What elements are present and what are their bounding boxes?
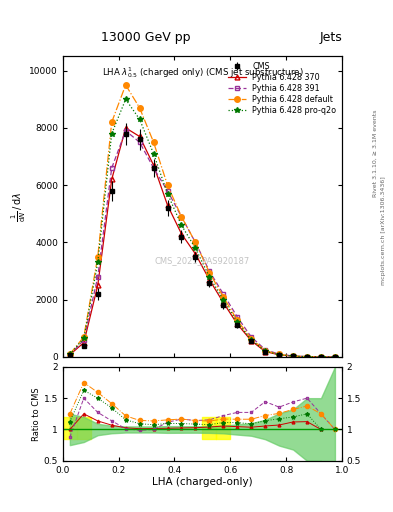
Pythia 6.428 370 <box>151 162 156 168</box>
Pythia 6.428 pro-q2o <box>81 335 86 342</box>
Pythia 6.428 370 <box>137 134 142 140</box>
Pythia 6.428 default <box>81 334 86 340</box>
Pythia 6.428 391 <box>179 214 184 220</box>
Text: LHA $\lambda^{1}_{0.5}$ (charged only) (CMS jet substructure): LHA $\lambda^{1}_{0.5}$ (charged only) (… <box>102 66 303 80</box>
Pythia 6.428 391 <box>305 354 309 360</box>
Pythia 6.428 370 <box>319 354 323 360</box>
Pythia 6.428 default <box>137 105 142 111</box>
Pythia 6.428 default <box>95 253 100 260</box>
Pythia 6.428 370 <box>291 353 296 359</box>
Pythia 6.428 pro-q2o <box>291 353 296 359</box>
Pythia 6.428 391 <box>137 139 142 145</box>
Legend: CMS, Pythia 6.428 370, Pythia 6.428 391, Pythia 6.428 default, Pythia 6.428 pro-: CMS, Pythia 6.428 370, Pythia 6.428 391,… <box>226 60 338 117</box>
Pythia 6.428 391 <box>249 334 253 340</box>
Pythia 6.428 pro-q2o <box>179 222 184 228</box>
Pythia 6.428 pro-q2o <box>68 351 72 357</box>
Pythia 6.428 370 <box>332 354 337 360</box>
Pythia 6.428 default <box>151 139 156 145</box>
Pythia 6.428 370 <box>305 354 309 360</box>
Pythia 6.428 default <box>179 214 184 220</box>
Pythia 6.428 370 <box>81 339 86 346</box>
Pythia 6.428 370 <box>249 337 253 344</box>
Pythia 6.428 default <box>193 240 198 246</box>
Pythia 6.428 391 <box>291 353 296 359</box>
Pythia 6.428 391 <box>277 351 281 357</box>
Pythia 6.428 370 <box>193 251 198 257</box>
Pythia 6.428 391 <box>319 354 323 360</box>
Pythia 6.428 pro-q2o <box>332 354 337 360</box>
X-axis label: LHA (charged-only): LHA (charged-only) <box>152 477 253 487</box>
Pythia 6.428 default <box>109 119 114 125</box>
Pythia 6.428 default <box>165 182 170 188</box>
Pythia 6.428 default <box>235 317 240 324</box>
Pythia 6.428 370 <box>68 352 72 358</box>
Pythia 6.428 default <box>291 353 296 359</box>
Pythia 6.428 391 <box>109 165 114 171</box>
Pythia 6.428 pro-q2o <box>193 245 198 251</box>
Pythia 6.428 391 <box>332 354 337 360</box>
Pythia 6.428 370 <box>221 300 226 306</box>
Pythia 6.428 default <box>68 351 72 357</box>
Line: Pythia 6.428 370: Pythia 6.428 370 <box>68 125 337 359</box>
Pythia 6.428 391 <box>207 268 212 274</box>
Line: Pythia 6.428 default: Pythia 6.428 default <box>67 82 338 360</box>
Pythia 6.428 391 <box>123 127 128 134</box>
Pythia 6.428 pro-q2o <box>95 260 100 266</box>
Pythia 6.428 370 <box>207 276 212 283</box>
Pythia 6.428 default <box>319 354 323 360</box>
Text: 13000 GeV pp: 13000 GeV pp <box>101 31 190 44</box>
Line: Pythia 6.428 pro-q2o: Pythia 6.428 pro-q2o <box>67 96 338 360</box>
Pythia 6.428 370 <box>165 202 170 208</box>
Pythia 6.428 pro-q2o <box>277 352 281 358</box>
Pythia 6.428 pro-q2o <box>123 96 128 102</box>
Pythia 6.428 391 <box>263 347 268 353</box>
Pythia 6.428 pro-q2o <box>137 116 142 122</box>
Pythia 6.428 370 <box>277 352 281 358</box>
Pythia 6.428 370 <box>109 176 114 182</box>
Pythia 6.428 370 <box>179 231 184 237</box>
Pythia 6.428 default <box>123 82 128 88</box>
Pythia 6.428 default <box>249 335 253 342</box>
Text: Jets: Jets <box>319 31 342 44</box>
Text: mcplots.cern.ch [arXiv:1306.3436]: mcplots.cern.ch [arXiv:1306.3436] <box>381 176 386 285</box>
Pythia 6.428 default <box>263 348 268 354</box>
Pythia 6.428 default <box>221 294 226 300</box>
Pythia 6.428 pro-q2o <box>221 296 226 303</box>
Pythia 6.428 370 <box>263 349 268 355</box>
Pythia 6.428 pro-q2o <box>249 337 253 343</box>
Pythia 6.428 391 <box>95 274 100 280</box>
Pythia 6.428 pro-q2o <box>235 319 240 325</box>
Y-axis label: Ratio to CMS: Ratio to CMS <box>32 387 41 441</box>
Pythia 6.428 pro-q2o <box>151 151 156 157</box>
Pythia 6.428 default <box>277 351 281 357</box>
Pythia 6.428 pro-q2o <box>305 354 309 360</box>
Pythia 6.428 370 <box>123 125 128 131</box>
Pythia 6.428 391 <box>235 314 240 320</box>
Pythia 6.428 391 <box>221 291 226 297</box>
Pythia 6.428 pro-q2o <box>207 274 212 280</box>
Y-axis label: $\frac{1}{\mathrm{d}N}\,/\,\mathrm{d}\lambda$: $\frac{1}{\mathrm{d}N}\,/\,\mathrm{d}\la… <box>10 191 28 222</box>
Line: Pythia 6.428 391: Pythia 6.428 391 <box>68 129 337 359</box>
Pythia 6.428 pro-q2o <box>319 354 323 360</box>
Pythia 6.428 pro-q2o <box>109 131 114 137</box>
Pythia 6.428 default <box>332 354 337 360</box>
Pythia 6.428 default <box>305 354 309 360</box>
Pythia 6.428 391 <box>165 188 170 194</box>
Pythia 6.428 pro-q2o <box>263 348 268 354</box>
Pythia 6.428 391 <box>151 165 156 171</box>
Pythia 6.428 370 <box>95 282 100 288</box>
Pythia 6.428 391 <box>193 240 198 246</box>
Pythia 6.428 pro-q2o <box>165 190 170 197</box>
Pythia 6.428 391 <box>81 337 86 343</box>
Text: CMS_2021_PAS920187: CMS_2021_PAS920187 <box>155 257 250 265</box>
Text: Rivet 3.1.10, ≥ 3.1M events: Rivet 3.1.10, ≥ 3.1M events <box>373 110 378 197</box>
Pythia 6.428 370 <box>235 321 240 327</box>
Pythia 6.428 default <box>207 269 212 275</box>
Pythia 6.428 391 <box>68 352 72 358</box>
